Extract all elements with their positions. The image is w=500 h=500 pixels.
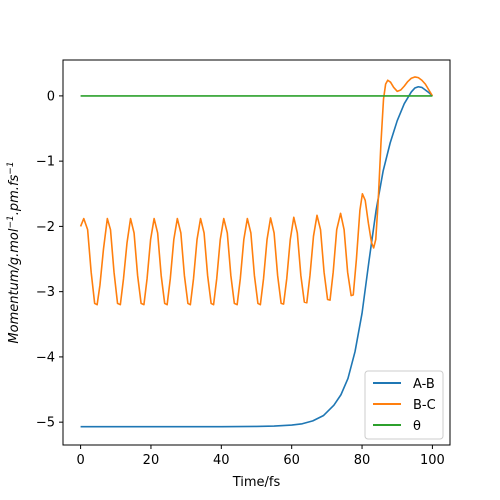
y-axis-label: Momentum/g.mol−1.pm.fs−1	[6, 161, 22, 343]
y-tick-label: −1	[36, 155, 55, 170]
series-line-b-c	[79, 76, 434, 306]
x-tick-label: 40	[213, 453, 230, 468]
axes-frame	[62, 59, 451, 446]
x-axis-label: Time/fs	[232, 475, 281, 490]
legend-frame	[364, 370, 444, 440]
legend-item-b-c: B-C	[373, 398, 436, 413]
series-line-a-b	[80, 85, 433, 428]
legend-item-a-b: A-B	[373, 377, 435, 392]
y-tick-label: 0	[47, 89, 55, 104]
y-tick-label: −2	[36, 220, 55, 235]
x-tick-label: 60	[283, 453, 300, 468]
y-tick-label: −5	[36, 416, 55, 431]
x-tick-label: 100	[420, 453, 445, 468]
y-tick-label: −4	[36, 350, 55, 365]
x-tick-label: 0	[76, 453, 84, 468]
legend-label: B-C	[413, 398, 436, 413]
x-tick-label: 20	[143, 453, 160, 468]
legend-label: A-B	[413, 377, 435, 392]
legend: A-B B-C θ	[364, 370, 444, 440]
legend-item-theta: θ	[373, 419, 421, 434]
series-layer	[79, 76, 434, 428]
y-axis-ticks: −5 −4 −3 −2 −1 0	[36, 89, 63, 431]
x-axis-ticks: 0 20 40 60 80 100	[76, 445, 445, 468]
plot-area	[62, 59, 451, 446]
x-tick-label: 80	[354, 453, 371, 468]
y-tick-label: −3	[36, 285, 55, 300]
legend-label: θ	[413, 419, 421, 434]
